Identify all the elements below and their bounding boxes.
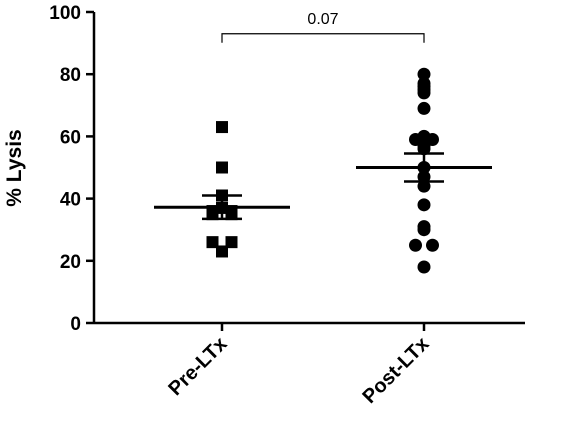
y-axis-title: % Lysis bbox=[3, 129, 26, 206]
x-axis: Pre-LTx Post-LTx bbox=[94, 321, 525, 408]
p-value-label: 0.07 bbox=[307, 11, 338, 28]
data-point-circle bbox=[417, 198, 431, 212]
significance-annotation: 0.07 bbox=[221, 11, 425, 43]
data-point-circle bbox=[417, 101, 431, 115]
y-tick-label: 80 bbox=[60, 65, 81, 86]
y-tick-label: 0 bbox=[70, 314, 81, 335]
data-point-square bbox=[225, 208, 238, 221]
data-point-square bbox=[206, 236, 219, 249]
data-point-circle bbox=[417, 86, 431, 100]
y-tick-label: 60 bbox=[60, 127, 81, 148]
y-tick-label: 40 bbox=[60, 190, 81, 211]
data-point-circle bbox=[417, 142, 431, 156]
data-point-square bbox=[216, 121, 228, 134]
data-point-circle bbox=[409, 238, 422, 252]
y-tick-label: 100 bbox=[49, 3, 81, 24]
data-points bbox=[206, 67, 439, 274]
y-tick-label: 20 bbox=[60, 252, 81, 273]
x-category-label: Pre-LTx bbox=[164, 333, 231, 400]
x-category-label: Post-LTx bbox=[359, 333, 434, 408]
data-point-circle bbox=[417, 67, 431, 81]
significance-bracket bbox=[221, 33, 425, 43]
data-point-square bbox=[216, 161, 228, 174]
y-axis: 0 20 40 60 80 100 bbox=[49, 3, 96, 335]
mean-sem-bars bbox=[154, 152, 492, 221]
data-point-circle bbox=[417, 223, 431, 237]
data-point-circle bbox=[426, 238, 439, 252]
data-point-circle bbox=[417, 260, 431, 274]
data-point-square bbox=[216, 245, 228, 258]
data-point-square bbox=[225, 236, 238, 249]
data-point-circle bbox=[417, 179, 431, 193]
data-point-square bbox=[206, 208, 219, 221]
